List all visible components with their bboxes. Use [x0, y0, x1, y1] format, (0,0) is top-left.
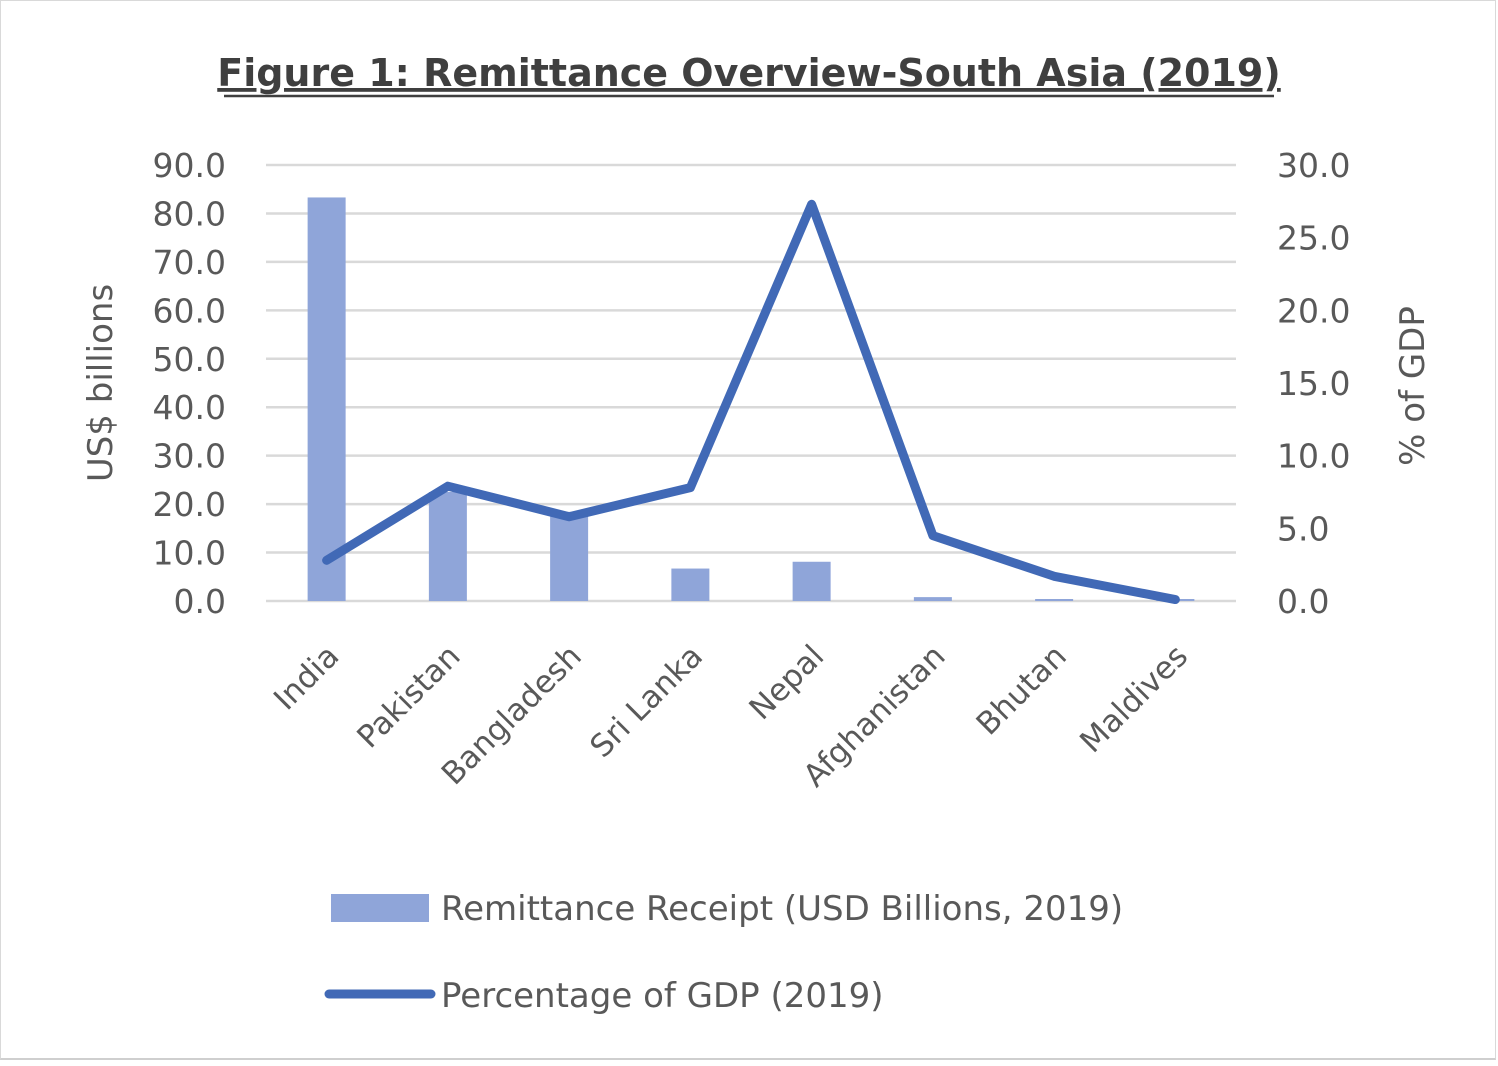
legend-line-label: Percentage of GDP (2019): [441, 976, 884, 1016]
bar-series: [307, 197, 1195, 602]
gridlines: [266, 163, 1236, 603]
category-label: Maldives: [1073, 638, 1195, 760]
right-tick-label: 0.0: [1277, 582, 1329, 621]
legend-bar-label: Remittance Receipt (USD Billions, 2019): [441, 889, 1123, 929]
line-point-nepal: [810, 203, 813, 206]
bar-india: [307, 197, 346, 602]
category-label: India: [267, 638, 346, 717]
line-point-maldives: [1174, 598, 1177, 601]
left-axis-ticks: 0.0 10.0 20.0 30.0 40.0 50.0 60.0 70.0 80.0 90.0: [153, 146, 226, 621]
bar-pakistan: [428, 492, 467, 601]
left-tick-label: 90.0: [153, 146, 226, 185]
legend: Remittance Receipt (USD Billions, 2019) …: [324, 889, 1123, 1016]
left-tick-label: 80.0: [153, 194, 226, 233]
line-point-sri-lanka: [689, 486, 692, 489]
category-label: Sri Lanka: [583, 638, 710, 765]
left-tick-label: 30.0: [153, 437, 226, 476]
left-tick-label: 20.0: [153, 485, 226, 524]
bar-bangladesh: [550, 511, 589, 601]
left-tick-label: 60.0: [153, 291, 226, 330]
bar-sri-lanka: [671, 568, 710, 601]
line-series: [322, 199, 1180, 605]
right-axis-ticks: 0.0 5.0 10.0 15.0 20.0 25.0 30.0: [1277, 146, 1350, 621]
right-tick-label: 25.0: [1277, 219, 1350, 258]
category-label: Nepal: [742, 638, 831, 727]
left-tick-label: 50.0: [153, 340, 226, 379]
category-label: Pakistan: [350, 638, 467, 755]
left-axis-title: US$ billions: [81, 284, 121, 482]
right-tick-label: 15.0: [1277, 364, 1350, 403]
right-axis-title: % of GDP: [1393, 306, 1433, 466]
line-point-india: [325, 559, 328, 562]
left-tick-label: 10.0: [153, 534, 226, 573]
left-tick-label: 40.0: [153, 388, 226, 427]
left-tick-label: 70.0: [153, 243, 226, 282]
left-tick-label: 0.0: [174, 582, 226, 621]
line-point-pakistan: [446, 485, 449, 488]
bar-nepal: [792, 561, 831, 601]
gdp-percentage-line: [322, 199, 1180, 605]
right-tick-label: 5.0: [1277, 509, 1329, 548]
bar-afghanistan: [913, 597, 952, 601]
category-label: Bhutan: [970, 638, 1074, 742]
right-tick-label: 20.0: [1277, 291, 1350, 330]
line-point-bangladesh: [568, 515, 571, 518]
line-point-bhutan: [1053, 575, 1056, 578]
chart-title: Figure 1: Remittance Overview-South Asia…: [217, 51, 1280, 95]
bar-bhutan: [1035, 599, 1074, 601]
line-point-afghanistan: [931, 534, 934, 537]
legend-bar-swatch: [331, 894, 429, 922]
right-tick-label: 30.0: [1277, 146, 1350, 185]
right-tick-label: 10.0: [1277, 437, 1350, 476]
